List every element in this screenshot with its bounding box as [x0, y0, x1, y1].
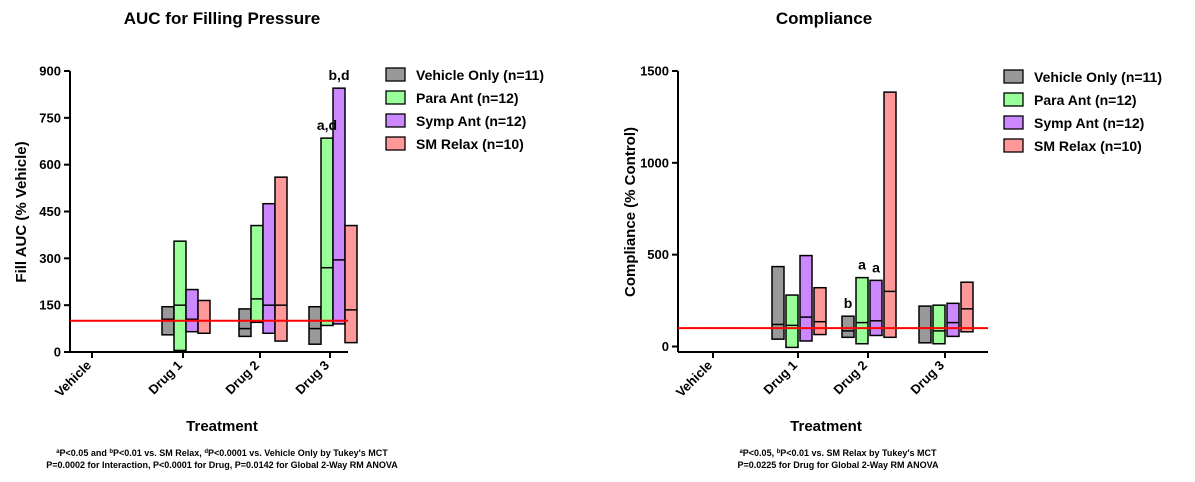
box [855, 276, 869, 345]
legend-swatch [385, 90, 406, 105]
x-tick-label: Drug 1 [145, 358, 185, 398]
legend-label: Vehicle Only (n=11) [416, 67, 544, 83]
box [960, 281, 974, 333]
significance-annotation: a,d [317, 117, 337, 133]
x-tick-label: Drug 3 [292, 358, 332, 398]
footnote-superscript: b [777, 449, 781, 455]
legend-label: SM Relax (n=10) [416, 136, 524, 152]
footnote-superscript: d [204, 449, 208, 455]
footnote-superscript: a [56, 449, 60, 455]
legend-label: Symp Ant (n=12) [1034, 115, 1144, 131]
box [918, 305, 932, 344]
legend-swatch [1003, 115, 1024, 130]
legend-label: Vehicle Only (n=11) [1034, 69, 1162, 85]
y-tick-label: 1000 [640, 155, 669, 170]
significance-annotation: a [872, 259, 880, 275]
y-tick-label: 600 [39, 157, 61, 172]
legend-swatch [1003, 69, 1024, 84]
box [250, 224, 264, 324]
box [883, 91, 897, 339]
box [946, 302, 960, 338]
chart-title: Compliance [776, 9, 872, 28]
footnote-line: P=0.0225 for Drug for Global 2-Way RM AN… [738, 460, 939, 470]
legend-label: SM Relax (n=10) [1034, 138, 1142, 154]
y-tick-label: 0 [662, 339, 669, 354]
box [197, 299, 211, 335]
significance-annotation: b [844, 295, 853, 311]
legend-label: Symp Ant (n=12) [416, 113, 526, 129]
panel-compliance: Compliance Treatment Compliance (% Contr… [622, 9, 1162, 470]
legend-swatch [1003, 92, 1024, 107]
box [262, 202, 276, 335]
significance-annotation: a [858, 257, 866, 273]
x-tick-label: Vehicle [673, 358, 715, 400]
legend-label: Para Ant (n=12) [416, 90, 519, 106]
box [185, 288, 199, 333]
y-axis-label: Fill AUC (% Vehicle) [13, 141, 30, 282]
y-tick-label: 300 [39, 251, 61, 266]
y-tick-label: 750 [39, 110, 61, 125]
x-axis-label: Treatment [790, 418, 862, 435]
panel-auc-filling-pressure: AUC for Filling Pressure Treatment Fill … [13, 9, 544, 470]
x-tick-label: Drug 2 [830, 358, 870, 398]
footnote-text: P=0.0002 for Interaction, P<0.0001 for D… [46, 460, 398, 470]
footnote-text: P<0.01 vs. SM Relax by Tukey's MCT [780, 448, 937, 458]
box [841, 315, 855, 339]
box [308, 305, 322, 345]
footnote-line: aP<0.05, bP<0.01 vs. SM Relax by Tukey's… [739, 448, 937, 458]
legend-swatch [385, 67, 406, 82]
footnote-text: P<0.0001 vs. Vehicle Only by Tukey's MCT [208, 448, 388, 458]
footnote-superscript: b [109, 449, 113, 455]
legend-label: Para Ant (n=12) [1034, 92, 1137, 108]
legend-swatch [1003, 138, 1024, 153]
footnote-line: P=0.0002 for Interaction, P<0.0001 for D… [46, 460, 398, 470]
footnote-text: P<0.05, [743, 448, 777, 458]
box [173, 240, 187, 352]
box [344, 224, 358, 344]
box [332, 87, 346, 325]
footnote-text: P=0.0225 for Drug for Global 2-Way RM AN… [738, 460, 939, 470]
y-tick-label: 1500 [640, 64, 669, 79]
box [274, 176, 288, 342]
legend-swatch [385, 113, 406, 128]
chart-title: AUC for Filling Pressure [124, 9, 320, 28]
box [813, 286, 827, 336]
x-tick-label: Drug 1 [760, 358, 800, 398]
legend-swatch [385, 136, 406, 151]
box [932, 304, 946, 345]
box [771, 265, 785, 340]
footnote-text: P<0.05 and [60, 448, 110, 458]
box [238, 308, 252, 338]
footnote-line: aP<0.05 and bP<0.01 vs. SM Relax, dP<0.0… [56, 448, 388, 458]
x-tick-label: Drug 3 [907, 358, 947, 398]
y-tick-label: 150 [39, 298, 61, 313]
footnote-text: P<0.01 vs. SM Relax, [113, 448, 204, 458]
x-tick-label: Drug 2 [222, 358, 262, 398]
y-tick-label: 0 [54, 345, 61, 360]
box [799, 254, 813, 342]
x-axis-label: Treatment [186, 418, 258, 435]
box [785, 294, 799, 349]
y-tick-label: 450 [39, 204, 61, 219]
y-axis-label: Compliance (% Control) [622, 127, 639, 297]
y-tick-label: 900 [39, 64, 61, 79]
box [869, 279, 883, 337]
footnote-superscript: a [739, 449, 743, 455]
x-tick-label: Vehicle [52, 358, 94, 400]
box [320, 137, 334, 327]
significance-annotation: b,d [329, 67, 350, 83]
y-tick-label: 500 [647, 247, 669, 262]
